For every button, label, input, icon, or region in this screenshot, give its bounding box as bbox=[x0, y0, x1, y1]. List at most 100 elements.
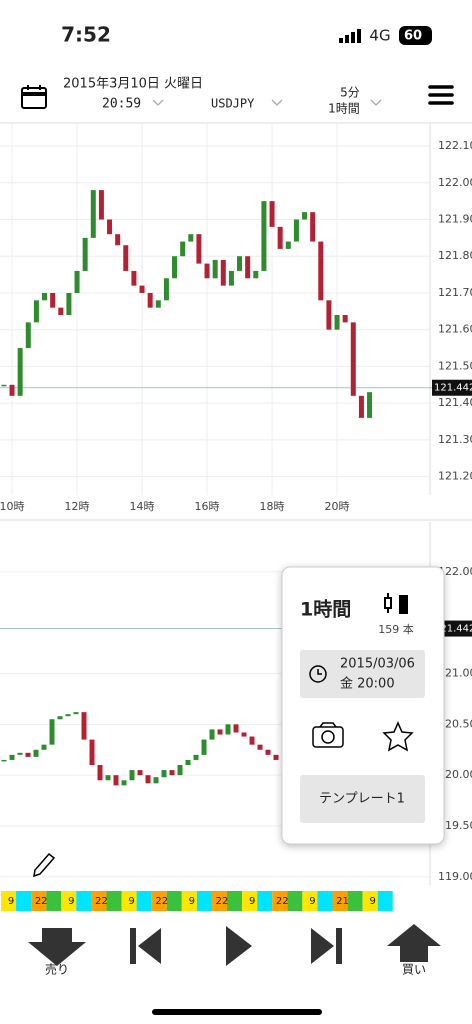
candle bbox=[131, 270, 137, 286]
x-tick-label: 10時 bbox=[0, 500, 25, 513]
popup: 1時間 159 本 2015/03/06 金 20:00 テンプレート1 bbox=[281, 566, 445, 845]
y-tick-label: 120.50 bbox=[438, 717, 472, 730]
candle bbox=[155, 300, 161, 308]
candle bbox=[358, 395, 364, 418]
y-tick-label: 121.80 bbox=[438, 249, 472, 262]
candle bbox=[9, 754, 15, 760]
candle bbox=[342, 315, 348, 323]
popup-date[interactable]: 2015/03/06 bbox=[340, 657, 415, 672]
x-tick-label: 12時 bbox=[65, 500, 90, 513]
candle bbox=[225, 724, 231, 735]
strip-label: 22 bbox=[155, 896, 168, 907]
candle bbox=[81, 712, 87, 740]
candle bbox=[82, 237, 88, 271]
y-tick-label: 122.00 bbox=[438, 565, 472, 578]
candle bbox=[269, 201, 275, 227]
candle bbox=[145, 775, 151, 784]
candle bbox=[177, 765, 183, 776]
candle bbox=[113, 775, 119, 786]
candle bbox=[161, 770, 167, 778]
candle bbox=[196, 234, 202, 264]
strip-cell bbox=[1, 891, 17, 911]
timeframe-bottom[interactable]: 1時間 bbox=[328, 102, 360, 116]
strip-label: 9 bbox=[128, 896, 134, 907]
candle bbox=[57, 716, 63, 720]
candle bbox=[326, 300, 332, 330]
home-indicator bbox=[152, 1009, 322, 1015]
header-symbol[interactable]: USDJPY bbox=[211, 97, 255, 111]
candle bbox=[245, 256, 251, 279]
y-tick-label: 119.00 bbox=[438, 870, 472, 883]
strip-cell bbox=[317, 891, 333, 911]
calendar-icon[interactable] bbox=[21, 85, 47, 109]
candle bbox=[334, 315, 340, 330]
next-button[interactable] bbox=[311, 928, 342, 964]
candle bbox=[17, 348, 23, 396]
strip-cell bbox=[136, 891, 152, 911]
candle bbox=[121, 780, 127, 786]
candle bbox=[201, 739, 207, 755]
strip-cell bbox=[76, 891, 92, 911]
strip-cell bbox=[61, 891, 77, 911]
template-button[interactable] bbox=[300, 775, 425, 823]
candle bbox=[253, 270, 259, 279]
candle bbox=[90, 190, 96, 238]
pencil-icon[interactable] bbox=[33, 852, 56, 878]
candle bbox=[42, 292, 48, 301]
status-time: 7:52 bbox=[61, 23, 111, 47]
header-time[interactable]: 20:59 bbox=[102, 97, 141, 112]
popup-timeframe: 1時間 bbox=[300, 599, 351, 621]
header-date[interactable]: 2015年3月10日 火曜日 bbox=[63, 77, 203, 92]
prev-button[interactable] bbox=[130, 928, 161, 964]
candle bbox=[310, 212, 316, 242]
buy-label[interactable]: 買い bbox=[402, 963, 426, 977]
y-tick-label: 121.00 bbox=[438, 667, 472, 680]
strip-cell bbox=[242, 891, 258, 911]
battery bbox=[399, 26, 432, 45]
candle bbox=[220, 259, 226, 286]
candle bbox=[153, 777, 159, 784]
x-tick-label: 14時 bbox=[130, 500, 155, 513]
template-label[interactable]: テンプレート1 bbox=[319, 792, 405, 807]
strip-label: 21 bbox=[336, 896, 349, 907]
candle bbox=[115, 234, 121, 246]
strip-cell bbox=[362, 891, 378, 911]
y-tick-label: 121.60 bbox=[438, 323, 472, 336]
strip-cell bbox=[31, 891, 47, 911]
candle bbox=[1, 759, 7, 762]
candle bbox=[169, 770, 175, 776]
timeframe-top[interactable]: 5分 bbox=[340, 86, 360, 100]
star-icon[interactable] bbox=[382, 721, 414, 752]
y-tick-label: 121.30 bbox=[438, 433, 472, 446]
date-button[interactable] bbox=[300, 650, 425, 698]
camera-icon[interactable] bbox=[312, 722, 344, 748]
candle bbox=[204, 263, 210, 279]
candle bbox=[285, 241, 291, 249]
strip-label: 9 bbox=[249, 896, 255, 907]
candle bbox=[123, 245, 129, 271]
y-tick-label: 121.90 bbox=[438, 213, 472, 226]
candle bbox=[302, 212, 308, 220]
chevrons bbox=[152, 99, 382, 106]
strip-cell bbox=[166, 891, 182, 911]
menu-icon[interactable] bbox=[428, 85, 454, 105]
candle bbox=[350, 322, 356, 396]
play-button[interactable] bbox=[226, 926, 252, 966]
popup-weekday-time[interactable]: 金 20:00 bbox=[340, 676, 395, 692]
y-tick-label: 121.50 bbox=[438, 359, 472, 372]
y-tick-label: 121.70 bbox=[438, 286, 472, 299]
candle bbox=[73, 712, 79, 715]
sell-arrow[interactable] bbox=[28, 928, 86, 966]
candle bbox=[257, 744, 263, 750]
y-tick-label: 120.00 bbox=[438, 768, 472, 781]
candle bbox=[249, 736, 255, 745]
strip-label: 22 bbox=[95, 896, 108, 907]
strip-cell bbox=[287, 891, 303, 911]
sell-label[interactable]: 売り bbox=[45, 962, 69, 977]
y-tick-label: 122.10 bbox=[438, 139, 472, 152]
candle bbox=[98, 190, 104, 220]
buy-arrow[interactable] bbox=[387, 924, 441, 962]
candle bbox=[66, 292, 72, 316]
strip-cell bbox=[332, 891, 348, 911]
candle bbox=[147, 292, 153, 308]
